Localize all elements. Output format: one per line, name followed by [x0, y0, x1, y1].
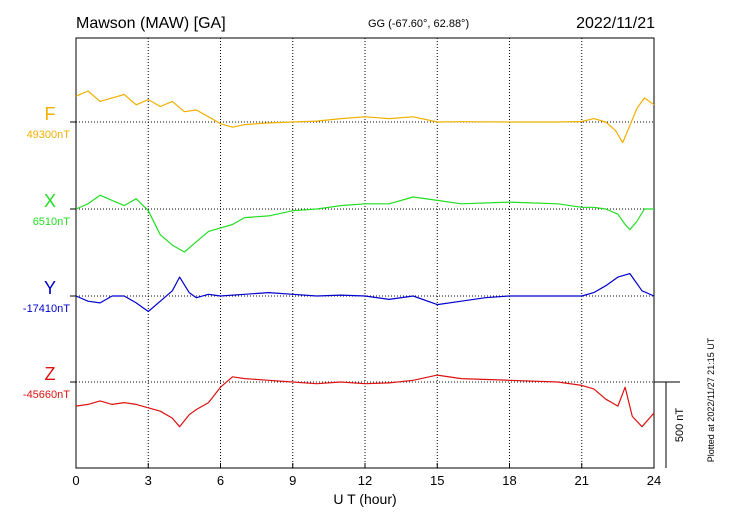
station-title: Mawson (MAW) [GA] [76, 15, 226, 32]
series-name-f: F [45, 104, 56, 124]
baseline-label-y: -17410nT [23, 303, 70, 315]
x-tick-label: 15 [430, 473, 444, 488]
scale-bar: 500 nT [654, 381, 686, 468]
coordinates-label: GG (-67.60°, 62.88°) [368, 18, 469, 30]
series-line-z [75, 374, 655, 428]
x-tick-label: 21 [575, 473, 589, 488]
x-tick-label: 12 [358, 473, 372, 488]
baseline-label-z: -45660nT [23, 389, 70, 401]
baselines [70, 121, 654, 383]
date-label: 2022/11/21 [576, 15, 655, 32]
x-axis-ticks: 0 3 6 9 12 15 18 21 24 [72, 463, 661, 488]
scale-bar-label: 500 nT [674, 408, 686, 443]
series-name-y: Y [44, 278, 56, 298]
series-labels: F 49300nT X 6510nT Y -17410nT Z -45660nT [23, 104, 70, 401]
x-tick-label: 24 [647, 473, 661, 488]
series-line-y [75, 273, 655, 313]
series-name-z: Z [45, 364, 56, 384]
x-tick-label: 9 [289, 473, 296, 488]
baseline-label-x: 6510nT [33, 216, 71, 228]
plot-area [75, 37, 655, 469]
baseline-label-f: 49300nT [27, 129, 71, 141]
x-axis-label: U T (hour) [333, 491, 396, 507]
series-lines [75, 90, 655, 428]
x-tick-label: 18 [502, 473, 516, 488]
x-tick-label: 3 [145, 473, 152, 488]
series-line-x [75, 194, 654, 253]
plotted-at-note: Plotted at 2022/11/27 21:15 UT [706, 337, 716, 462]
series-name-x: X [44, 191, 56, 211]
x-tick-label: 6 [217, 473, 224, 488]
grid-lines [147, 38, 583, 468]
series-line-f [75, 90, 655, 144]
x-tick-label: 0 [72, 473, 79, 488]
